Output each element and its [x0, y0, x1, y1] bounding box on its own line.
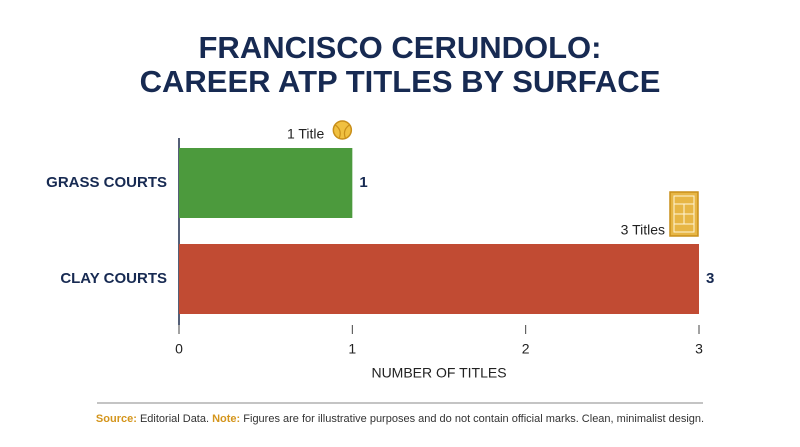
- icon: [669, 191, 699, 237]
- annotation: 1 Title: [287, 126, 325, 142]
- source-label: Source:: [96, 413, 137, 425]
- x-tick-label: 1: [348, 341, 356, 357]
- y-tick-label: CLAY COURTS: [60, 270, 167, 287]
- value-label: 3: [706, 270, 714, 287]
- x-tick-label: 3: [695, 341, 703, 357]
- x-tick-label: 2: [522, 341, 530, 357]
- x-tick-label: 0: [175, 341, 183, 357]
- chart-title: FRANCISCO CERUNDOLO:: [199, 30, 602, 65]
- ball-icon: [332, 120, 353, 140]
- annotation: 3 Titles: [621, 222, 665, 238]
- footer: Source: Editorial Data. Note: Figures ar…: [96, 413, 704, 425]
- source: Editorial Data.: [140, 413, 209, 425]
- note-label: Note:: [212, 413, 240, 425]
- x-axis-label: NUMBER OF TITLES: [371, 365, 506, 381]
- ball-seam: [334, 124, 350, 139]
- chart-title: CAREER ATP TITLES BY SURFACE: [140, 64, 661, 99]
- y-tick-label: GRASS COURTS: [46, 174, 167, 191]
- icon: [332, 120, 353, 140]
- court-lines: [673, 195, 695, 233]
- bar: [179, 244, 699, 314]
- value-label: 1: [359, 174, 367, 191]
- bar: [179, 148, 353, 218]
- note: Figures are for illustrative purposes an…: [243, 413, 704, 425]
